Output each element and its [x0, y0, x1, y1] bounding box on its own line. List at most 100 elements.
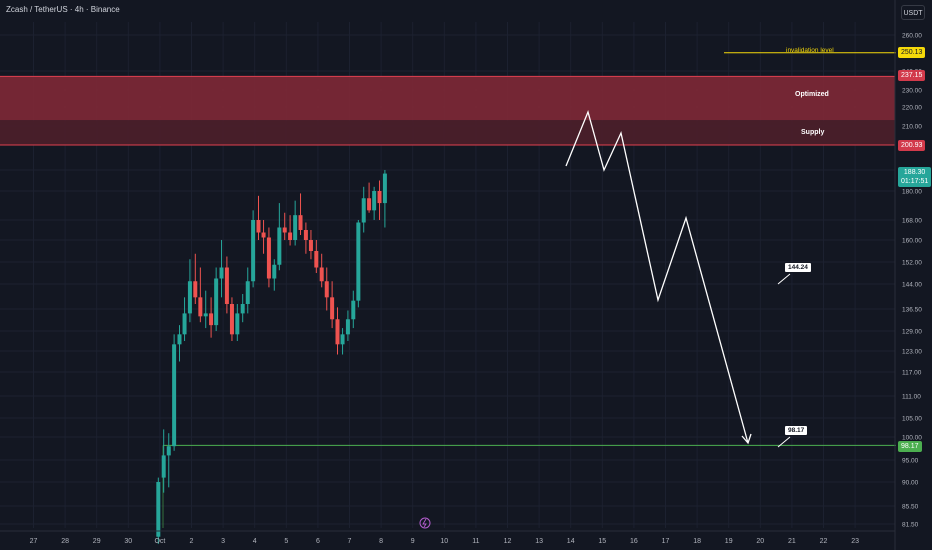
- candle-body: [351, 300, 356, 320]
- candle-body: [277, 227, 282, 265]
- support-price-tag: 98.17: [898, 441, 922, 452]
- candle-body: [235, 313, 240, 335]
- x-tick-label: 11: [472, 538, 479, 545]
- y-tick-label: 210.00: [902, 124, 922, 131]
- x-tick-label: 28: [61, 538, 69, 545]
- candle-body: [356, 222, 361, 301]
- candle-body: [330, 297, 335, 320]
- optimized-zone: [0, 76, 895, 121]
- candle-body: [229, 304, 234, 335]
- x-tick-label: 18: [693, 538, 701, 545]
- x-tick-label: 12: [504, 538, 512, 545]
- x-tick-label: 21: [788, 538, 796, 545]
- x-tick-label: 13: [535, 538, 543, 545]
- symbol-title[interactable]: Zcash / TetherUS · 4h · Binance: [6, 5, 120, 14]
- y-tick-label: 100.00: [902, 435, 922, 442]
- y-tick-label: 111.00: [902, 394, 921, 401]
- projection-group: [419, 109, 791, 529]
- lightning-icon: [422, 518, 427, 528]
- candle-body: [314, 251, 319, 268]
- y-tick-label: 90.00: [902, 480, 919, 487]
- y-tick-label: 220.00: [902, 105, 922, 112]
- candle-body: [177, 334, 182, 345]
- last-price-tag: 188.30 01:17:51: [898, 167, 932, 187]
- candle-body: [214, 278, 219, 326]
- last-price-value: 188.30: [903, 169, 926, 176]
- y-tick-label: 230.00: [902, 88, 922, 95]
- candle-body: [172, 344, 177, 447]
- candle-body: [182, 313, 187, 335]
- y-tick-label: 160.00: [902, 238, 922, 245]
- y-tick-label: 136.50: [902, 307, 922, 314]
- x-tick-label: 3: [221, 538, 225, 545]
- candle-body: [382, 173, 387, 204]
- candle-body: [166, 446, 171, 456]
- y-tick-label: 180.00: [902, 189, 922, 196]
- projection-line: [565, 109, 749, 444]
- y-tick-label: 117.00: [902, 370, 922, 377]
- candle-body: [198, 297, 203, 317]
- y-tick-label: 129.00: [902, 329, 922, 336]
- candle-body: [156, 482, 161, 537]
- x-tick-label: 20: [756, 538, 764, 545]
- candle-body: [361, 198, 366, 223]
- x-tick-label: 6: [316, 538, 320, 545]
- y-tick-label: 85.50: [902, 504, 919, 511]
- price-axis: 260.00240.00230.00220.00210.00190.00180.…: [894, 0, 922, 550]
- x-tick-label: 5: [284, 538, 288, 545]
- candle-body: [298, 215, 303, 230]
- supply-zone-label: Supply: [801, 129, 825, 136]
- candle-body: [308, 240, 313, 251]
- target-callout-144[interactable]: 144.24: [784, 262, 812, 273]
- zone-top-price-tag: 237.15: [898, 70, 926, 81]
- x-tick-label: Oct: [154, 538, 165, 545]
- candle-body: [340, 334, 345, 345]
- x-tick-label: 7: [348, 538, 352, 545]
- supply-zone: [0, 120, 895, 145]
- x-tick-label: 19: [725, 538, 733, 545]
- candle-body: [203, 313, 208, 317]
- y-tick-label: 152.00: [902, 260, 922, 267]
- x-tick-label: 29: [93, 538, 101, 545]
- y-tick-label: 81.50: [902, 522, 919, 529]
- y-tick-label: 105.00: [902, 416, 922, 423]
- x-tick-label: 23: [851, 538, 859, 545]
- invalidation-price-tag: 250.13: [898, 47, 926, 58]
- y-tick-label: 95.00: [902, 458, 919, 465]
- projection-arrowhead: [741, 433, 752, 445]
- x-tick-label: 16: [630, 538, 638, 545]
- currency-button[interactable]: USDT: [901, 5, 925, 20]
- candle-body: [293, 215, 298, 240]
- candle-body: [303, 230, 308, 240]
- y-tick-label: 168.00: [902, 218, 922, 225]
- event-marker-icon: [419, 517, 431, 529]
- bar-countdown: 01:17:51: [901, 178, 929, 185]
- callout-pointer: [777, 436, 791, 448]
- candle-body: [272, 264, 277, 279]
- y-tick-label: 260.00: [902, 33, 922, 40]
- candles-group: [156, 170, 387, 544]
- x-tick-label: 27: [30, 538, 38, 545]
- x-tick-label: 9: [411, 538, 415, 545]
- candle-body: [193, 281, 198, 298]
- candle-body: [245, 281, 250, 304]
- candle-body: [187, 281, 192, 314]
- candle-body: [324, 281, 329, 298]
- x-tick-label: 14: [567, 538, 575, 545]
- candle-body: [219, 267, 224, 279]
- candle-body: [367, 198, 372, 211]
- y-tick-label: 123.00: [902, 349, 922, 356]
- x-tick-label: 30: [124, 538, 132, 545]
- candle-body: [282, 227, 287, 233]
- candle-body: [240, 304, 245, 314]
- x-tick-label: 10: [440, 538, 448, 545]
- target-callout-98[interactable]: 98.17: [784, 425, 809, 436]
- candle-body: [288, 232, 293, 240]
- candle-body: [319, 267, 324, 282]
- candle-body: [345, 319, 350, 335]
- candle-body: [256, 220, 261, 233]
- x-tick-label: 4: [253, 538, 257, 545]
- candle-body: [261, 232, 266, 238]
- zone-bottom-price-tag: 200.93: [898, 140, 926, 151]
